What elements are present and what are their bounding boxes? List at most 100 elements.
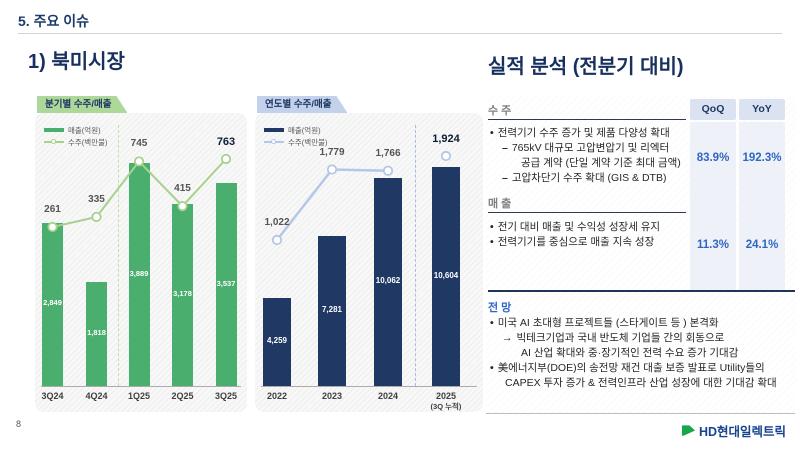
line-value-label: 1,779 xyxy=(319,146,345,158)
revenue-bullets: • 전기 대비 매출 및 수익성 성장세 유지 • 전력기기를 중심으로 매출 지속 … xyxy=(490,220,690,250)
bar-value-label: 3,537 xyxy=(216,278,236,288)
category-label: 3Q24 xyxy=(27,391,79,401)
bullet-text: 공급 계약 (단일 계약 기준 최대 금액) xyxy=(521,157,681,169)
bullet-marker: • xyxy=(490,127,494,139)
outlook-divider xyxy=(488,290,795,292)
category-label-line: 4Q24 xyxy=(85,391,108,401)
line-value-label: 1,924 xyxy=(432,133,460,146)
company-logo: HD현대일렉트릭 xyxy=(681,421,786,440)
line-value-label: 763 xyxy=(216,135,236,148)
x-axis-line xyxy=(261,386,477,387)
chart-legend: 매출(억원) 수주(백만불) xyxy=(44,124,108,148)
legend-item: 매출(억원) xyxy=(264,124,328,136)
bar-value-label: 10,604 xyxy=(433,270,459,280)
qoq-column-stripe xyxy=(690,122,736,291)
category-label: 4Q24 xyxy=(71,391,123,401)
legend-item: 수주(백만불) xyxy=(264,136,328,148)
line-marker xyxy=(271,234,283,246)
legend-marker-dot xyxy=(271,139,276,144)
period-divider-dashed-line xyxy=(415,125,416,386)
line-value-label: 335 xyxy=(88,193,105,205)
bullet-marker: • xyxy=(490,317,494,329)
bar xyxy=(42,222,63,386)
yearly-chart-tag: 연도별 수주/매출 xyxy=(257,96,347,113)
hd-hyundai-logo-icon xyxy=(681,425,696,436)
outlook-bullets: • 미국 AI 초대형 프로젝트들 (스타게이트 등 ) 본격화 → 빅테크기업과 국… xyxy=(490,316,800,391)
line-value-label: 261 xyxy=(44,204,61,215)
x-axis-line xyxy=(41,386,241,387)
bullet-line: • 전력기기를 중심으로 매출 지속 성장 xyxy=(490,235,690,250)
orders-underline xyxy=(488,119,686,120)
bullet-text: 전기 대비 매출 및 수익성 성장세 유지 xyxy=(497,221,661,233)
bullet-marker: – xyxy=(502,142,508,154)
bar-value-label: 10,062 xyxy=(375,276,401,286)
category-label-line: 1Q25 xyxy=(127,391,151,401)
category-label: 1Q25 xyxy=(113,391,165,401)
bullet-text: 765kV 대규모 고압변압기 및 리엑터 xyxy=(511,142,670,154)
bullet-marker: • xyxy=(490,236,494,248)
bullet-text: 전력기기를 중심으로 매출 지속 성장 xyxy=(497,236,655,248)
bullet-text: 고압차단기 수주 확대 (GIS & DTB) xyxy=(511,172,667,184)
bullet-line: → 빅테크기업과 국내 반도체 기업들 간의 회동으로 xyxy=(490,331,800,346)
bar-value-label: 3,889 xyxy=(129,268,149,278)
bullet-marker: → xyxy=(502,332,513,344)
line-marker xyxy=(326,164,338,175)
bar-legend-swatch xyxy=(44,128,64,132)
legend-item: 수주(백만불) xyxy=(44,136,108,148)
orders-yoy-value: 192.3% xyxy=(742,152,782,164)
category-label: 3Q25 xyxy=(200,391,252,401)
company-logo-text: HD현대일렉트릭 xyxy=(699,425,787,439)
category-label: 2024 xyxy=(362,391,414,401)
bullet-text: AI 산업 확대와 중·장기적인 전력 수요 증가 기대감 xyxy=(521,347,739,359)
page-number: 8 xyxy=(16,419,22,429)
category-label-line: (3Q 누적) xyxy=(430,402,462,411)
header-divider xyxy=(18,33,782,34)
yearly-orders-revenue-chart: 4,259 2022 7,281 2023 10,062 2024 10,604 2025 (3… xyxy=(255,113,483,412)
bar xyxy=(432,167,460,386)
category-label-line: 2022 xyxy=(266,391,288,401)
legend-label: 매출(억원) xyxy=(288,125,321,135)
outlook-section-label: 전 망 xyxy=(488,302,512,314)
chart-legend: 매출(억원) 수주(백만불) xyxy=(264,124,328,148)
qoq-column-header: QoQ xyxy=(690,99,736,120)
bullet-marker: – xyxy=(502,172,508,184)
category-label-line: 2025 xyxy=(435,391,457,401)
category-label-line: 2023 xyxy=(321,391,343,401)
bar xyxy=(86,281,107,386)
line-marker xyxy=(220,153,232,165)
yoy-column-header: YoY xyxy=(739,99,785,120)
bar xyxy=(215,183,237,386)
bar-value-label: 2,849 xyxy=(43,298,62,308)
revenue-yoy-value: 24.1% xyxy=(745,239,779,251)
category-label-line: 3Q24 xyxy=(41,391,64,401)
bar-value-label: 4,259 xyxy=(266,336,288,346)
bullet-line: • 전기 대비 매출 및 수익성 성장세 유지 xyxy=(490,220,690,235)
bullet-line: –765kV 대규모 고압변압기 및 리엑터 xyxy=(490,141,690,156)
bar xyxy=(172,203,193,386)
orders-section-label: 수 주 xyxy=(488,105,512,117)
line-value-label: 1,022 xyxy=(264,217,290,228)
analysis-title: 실적 분석 (전분기 대비) xyxy=(488,56,684,78)
revenue-underline xyxy=(488,212,686,213)
quarterly-chart-tag: 분기별 수주/매출 xyxy=(37,96,127,113)
bullet-line: • 美에너지부(DOE)의 송전망 재건 대출 보증 발표로 Utility들의 xyxy=(490,361,800,376)
category-label-line: 2Q25 xyxy=(171,391,194,401)
category-label: 2025 (3Q 누적) xyxy=(420,391,472,412)
line-marker xyxy=(91,211,102,223)
bar-value-label: 7,281 xyxy=(321,304,343,314)
revenue-qoq-value: 11.3% xyxy=(697,239,729,251)
legend-label: 매출(억원) xyxy=(68,125,101,135)
bar xyxy=(318,235,346,386)
category-label-line: 3Q25 xyxy=(214,391,238,401)
orders-qoq-value: 83.9% xyxy=(696,152,730,164)
legend-marker-dot xyxy=(51,139,56,144)
bullet-text: 美에너지부(DOE)의 송전망 재건 대출 보증 발표로 Utility들의 xyxy=(497,362,765,374)
line-legend-swatch xyxy=(44,139,64,144)
category-label: 2Q25 xyxy=(157,391,209,401)
bullet-line: AI 산업 확대와 중·장기적인 전력 수요 증가 기대감 xyxy=(490,346,800,361)
bullet-line: CAPEX 투자 증가 & 전력인프라 산업 성장에 대한 기대감 확대 xyxy=(490,376,800,391)
category-label: 2023 xyxy=(306,391,358,401)
footer-divider xyxy=(486,413,795,414)
page-header-title: 5. 주요 이슈 xyxy=(18,13,89,29)
